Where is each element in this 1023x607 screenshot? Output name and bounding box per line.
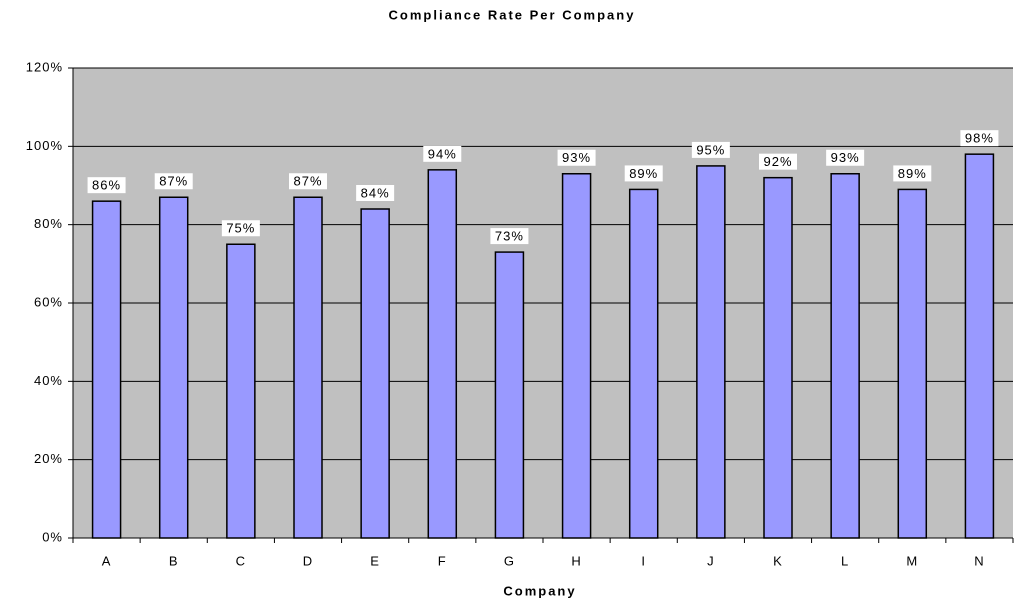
y-tick-label: 20% [34, 451, 63, 466]
x-tick-label: J [707, 553, 715, 568]
bar [897, 188, 928, 539]
data-label-bg [759, 153, 797, 170]
bar [628, 188, 659, 539]
x-axis-label: Company [503, 583, 576, 598]
data-label: 87% [159, 174, 188, 189]
bar [964, 153, 995, 539]
data-label-bg [356, 185, 395, 201]
bar [561, 173, 592, 539]
data-label-bg [893, 165, 932, 182]
x-tick-label: G [504, 553, 515, 568]
bar [427, 169, 458, 539]
data-label-bg [87, 177, 126, 194]
bar [158, 196, 189, 539]
x-tick-label: L [841, 553, 849, 568]
bar [763, 176, 793, 539]
data-label: 86% [92, 178, 121, 193]
bar [91, 200, 122, 539]
chart-title: Compliance Rate Per Company [389, 7, 636, 22]
data-label: 75% [226, 221, 255, 236]
y-tick-label: 40% [34, 373, 63, 388]
data-label-bg [221, 220, 260, 237]
x-tick-label: A [102, 553, 112, 568]
x-tick-label: C [236, 553, 246, 568]
data-label-bg [154, 173, 193, 190]
data-label: 98% [965, 131, 994, 146]
y-tick-label: 80% [34, 216, 63, 231]
x-tick-label: F [438, 553, 447, 568]
bar [360, 208, 390, 539]
data-label: 93% [562, 150, 591, 165]
x-tick-label: H [571, 553, 581, 568]
data-label-bg [423, 145, 462, 162]
data-label: 94% [428, 146, 457, 161]
bar [494, 251, 525, 539]
y-tick-label: 60% [34, 294, 63, 309]
data-label-bg [490, 228, 529, 245]
bar [696, 165, 726, 539]
x-tick-label: K [773, 553, 783, 568]
data-label: 87% [293, 174, 322, 189]
x-tick-label: B [169, 553, 179, 568]
bar [226, 243, 256, 539]
x-tick-label: N [974, 553, 984, 568]
data-label-bg [557, 149, 596, 166]
data-label: 92% [763, 154, 792, 169]
data-label: 89% [898, 166, 927, 181]
data-label: 89% [629, 166, 658, 181]
y-tick-label: 100% [26, 138, 63, 153]
data-label-bg [691, 141, 730, 158]
data-label: 84% [361, 185, 390, 200]
data-label-bg [289, 173, 327, 190]
data-label: 95% [696, 142, 725, 157]
data-label-bg [826, 149, 865, 166]
y-tick-label: 0% [42, 529, 63, 544]
data-label-bg [624, 165, 663, 182]
x-tick-label: I [641, 553, 646, 568]
data-label-bg [960, 130, 999, 147]
y-tick-label: 120% [26, 59, 63, 74]
x-tick-label: M [906, 553, 918, 568]
bar [293, 196, 323, 539]
data-label: 93% [831, 150, 860, 165]
bar [830, 173, 860, 539]
x-tick-label: D [303, 553, 313, 568]
data-label: 73% [495, 229, 524, 244]
x-tick-label: E [370, 553, 380, 568]
